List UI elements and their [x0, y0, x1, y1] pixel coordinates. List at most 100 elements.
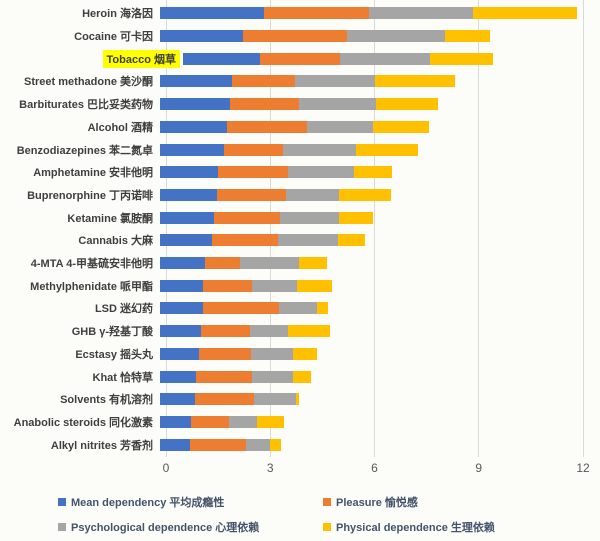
bar-segment-pleasure [203, 279, 253, 292]
bar-track [160, 98, 577, 111]
x-tick-label: 9 [475, 461, 483, 475]
bar-track [160, 416, 577, 428]
bar-segment-psychological-dependence [245, 438, 271, 451]
bar-row: LSD 迷幻药 [0, 297, 600, 320]
bar-segment-psychological-dependence [287, 166, 354, 179]
bar-row: Amphetamine 安非他明 [0, 161, 600, 184]
bar-segment-mean-dependency [160, 143, 224, 156]
category-label: Solvents 有机溶剂 [60, 394, 153, 407]
bar-segment-mean-dependency [160, 75, 233, 88]
category-label: Alkyl nitrites 芳香剂 [50, 439, 153, 452]
bar-track [160, 370, 577, 383]
bar-track [160, 347, 577, 360]
bar-segment-mean-dependency [160, 325, 202, 338]
bar-row: Solvents 有机溶剂 [0, 388, 600, 411]
bar-segment-pleasure [229, 98, 300, 111]
legend-label-physical-dependence: Physical dependence 生理依赖 [336, 522, 495, 534]
category-label: Ecstasy 摇头丸 [75, 348, 153, 361]
x-tick-label: 0 [162, 461, 170, 475]
bar-track [160, 30, 577, 43]
bar-segment-pleasure [213, 211, 280, 224]
bar-segment-mean-dependency [160, 347, 200, 360]
category-label: Ketamine 氯胺酮 [67, 212, 153, 225]
bar-row: Buprenorphine 丁丙诺啡 [0, 184, 600, 207]
bar-row: Cocaine 可卡因 [0, 25, 600, 48]
bar-segment-psychological-dependence [339, 52, 431, 65]
bar-segment-physical-dependence [337, 234, 366, 247]
bar-segment-mean-dependency [160, 393, 196, 406]
category-label: Cocaine 可卡因 [74, 31, 153, 44]
bar-segment-pleasure [216, 188, 287, 201]
bar-track [160, 393, 577, 406]
bar-segment-physical-dependence [355, 143, 419, 156]
legend-swatch-mean-dependency [58, 498, 66, 506]
category-label: Alcohol 酒精 [87, 121, 153, 134]
bar-segment-physical-dependence [317, 302, 328, 315]
bar-segment-mean-dependency [160, 98, 230, 111]
bar-segment-physical-dependence [338, 211, 374, 224]
bar-row: Barbiturates 巴比妥类药物 [0, 93, 600, 116]
bar-segment-mean-dependency [160, 438, 191, 451]
bar-segment-physical-dependence [293, 347, 318, 360]
bar-segment-physical-dependence [295, 393, 300, 406]
category-label: Benzodiazepines 苯二氮卓 [16, 144, 153, 157]
bar-segment-pleasure [201, 325, 250, 338]
bar-segment-physical-dependence [297, 279, 332, 292]
bar-segment-psychological-dependence [239, 257, 299, 270]
bar-segment-mean-dependency [160, 30, 244, 43]
x-tick-label: 6 [371, 461, 378, 475]
bar-segment-pleasure [202, 302, 280, 315]
bar-segment-psychological-dependence [282, 143, 356, 156]
bar-segment-physical-dependence [374, 75, 455, 88]
category-label: GHB γ-羟基丁酸 [71, 326, 153, 339]
legend-item-mean-dependency: Mean dependency 平均成瘾性 [58, 494, 323, 510]
bar-segment-pleasure [218, 166, 288, 179]
x-tick-label: 3 [266, 461, 274, 475]
bar-segment-psychological-dependence [299, 98, 376, 111]
bar-row: Tobacco 烟草 [0, 47, 600, 70]
bar-row: Ecstasy 摇头丸 [0, 343, 600, 366]
legend-item-pleasure: Pleasure 愉悦感 [323, 494, 578, 510]
bar-segment-physical-dependence [338, 188, 391, 201]
bar-segment-physical-dependence [353, 166, 392, 179]
bar-row: Ketamine 氯胺酮 [0, 206, 600, 229]
bar-row: GHB γ-羟基丁酸 [0, 320, 600, 343]
bar-track [160, 143, 577, 156]
bar-row: Alkyl nitrites 芳香剂 [0, 433, 600, 456]
bar-segment-mean-dependency [160, 166, 219, 179]
bar-track [160, 302, 577, 315]
bar-segment-physical-dependence [298, 257, 327, 270]
bar-segment-mean-dependency [160, 120, 228, 133]
category-label: LSD 迷幻药 [94, 303, 153, 316]
bar-track [160, 120, 577, 133]
bar-segment-mean-dependency [160, 416, 191, 428]
bar-track [160, 188, 577, 201]
bar-row: 4-MTA 4-甲基硫安非他明 [0, 252, 600, 275]
bar-segment-physical-dependence [256, 416, 285, 428]
category-label-highlighted: Tobacco 烟草 [102, 49, 180, 68]
bar-row: Methylphenidate 哌甲酯 [0, 274, 600, 297]
bar-segment-psychological-dependence [347, 30, 445, 43]
legend-item-physical-dependence: Physical dependence 生理依赖 [323, 519, 578, 535]
bar-track [160, 257, 577, 270]
bar-segment-mean-dependency [160, 279, 204, 292]
bar-segment-psychological-dependence [278, 234, 338, 247]
category-label: Amphetamine 安非他明 [33, 167, 153, 180]
bar-segment-psychological-dependence [306, 120, 373, 133]
category-label: Buprenorphine 丁丙诺啡 [27, 189, 153, 202]
bar-segment-pleasure [212, 234, 279, 247]
bar-track [160, 7, 577, 20]
category-label: 4-MTA 4-甲基硫安非他明 [30, 258, 153, 271]
bar-row: Cannabis 大麻 [0, 229, 600, 252]
bar-segment-mean-dependency [160, 302, 203, 315]
bar-segment-pleasure [243, 30, 348, 43]
bar-segment-psychological-dependence [279, 302, 318, 315]
bar-row: Street methadone 美沙酮 [0, 70, 600, 93]
legend-label-pleasure: Pleasure 愉悦感 [336, 497, 418, 509]
bar-track [183, 52, 600, 65]
legend: Mean dependency 平均成瘾性 Pleasure 愉悦感 Psychol… [58, 494, 578, 535]
bar-track [160, 279, 577, 292]
x-tick-label: 12 [576, 461, 590, 475]
bar-track [160, 75, 577, 88]
